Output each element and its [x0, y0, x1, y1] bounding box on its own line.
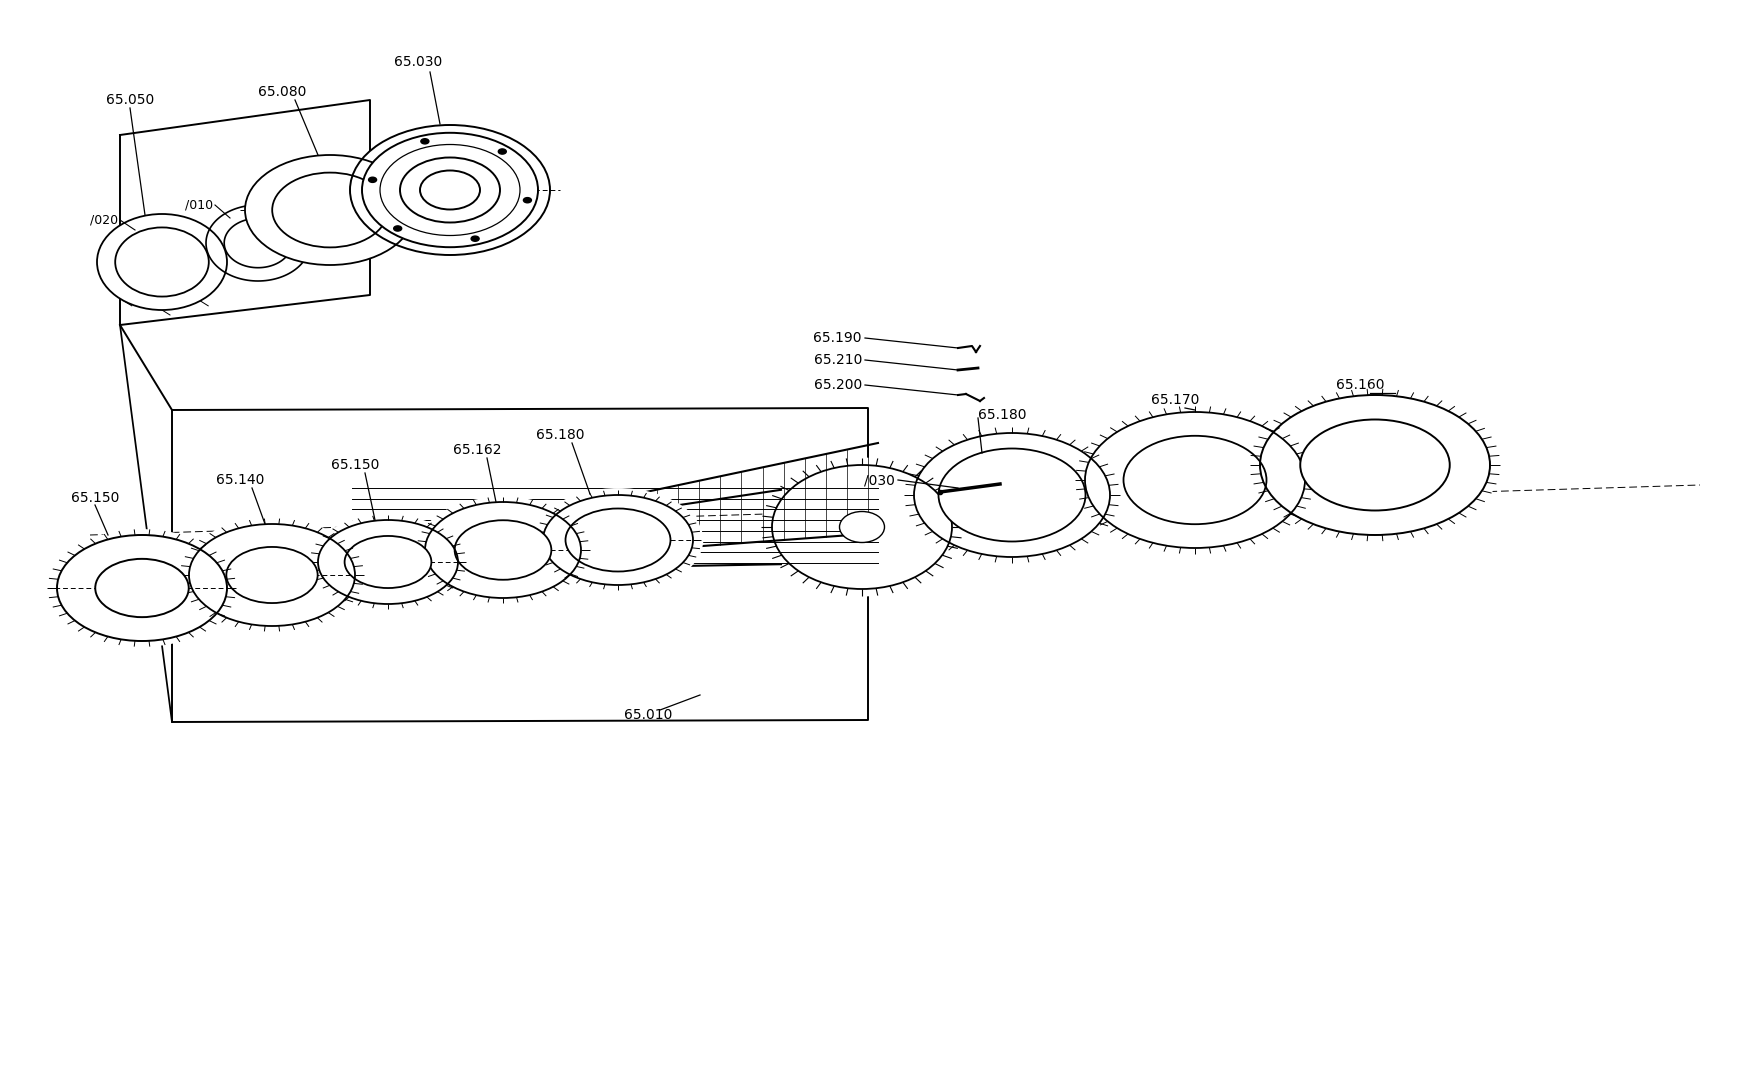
Ellipse shape	[245, 155, 416, 265]
Ellipse shape	[419, 170, 480, 210]
Text: 65.080: 65.080	[257, 85, 306, 100]
Ellipse shape	[47, 530, 237, 647]
Text: 65.150: 65.150	[330, 458, 379, 472]
Ellipse shape	[454, 520, 551, 580]
Ellipse shape	[379, 144, 520, 235]
Ellipse shape	[1075, 406, 1315, 554]
Ellipse shape	[838, 511, 883, 542]
Ellipse shape	[400, 157, 499, 223]
Text: 65.030: 65.030	[393, 55, 442, 68]
Ellipse shape	[271, 172, 388, 247]
Text: 65.160: 65.160	[1336, 378, 1384, 392]
Ellipse shape	[416, 496, 590, 603]
Ellipse shape	[369, 178, 376, 182]
Ellipse shape	[937, 448, 1085, 541]
Ellipse shape	[532, 488, 703, 592]
Ellipse shape	[760, 458, 962, 596]
Text: 65.050: 65.050	[106, 93, 155, 107]
Ellipse shape	[903, 425, 1122, 565]
Ellipse shape	[1123, 435, 1266, 524]
Ellipse shape	[344, 536, 431, 589]
Ellipse shape	[97, 214, 226, 310]
Ellipse shape	[362, 133, 537, 247]
Text: 65.200: 65.200	[814, 378, 861, 392]
Ellipse shape	[497, 149, 506, 154]
Text: 65.150: 65.150	[71, 491, 118, 505]
Ellipse shape	[471, 236, 478, 241]
Text: /030: /030	[864, 473, 894, 487]
Text: 65.180: 65.180	[977, 408, 1026, 422]
Ellipse shape	[115, 228, 209, 296]
Ellipse shape	[350, 125, 550, 255]
Ellipse shape	[565, 508, 670, 571]
Ellipse shape	[226, 547, 318, 603]
Text: 65.010: 65.010	[624, 708, 671, 722]
Ellipse shape	[96, 559, 188, 617]
Ellipse shape	[1249, 388, 1499, 541]
Text: /020: /020	[90, 214, 118, 227]
Ellipse shape	[179, 518, 363, 631]
Text: 65.162: 65.162	[452, 443, 501, 457]
Text: 65.140: 65.140	[216, 473, 264, 487]
Ellipse shape	[1299, 419, 1449, 510]
Ellipse shape	[523, 198, 530, 203]
Ellipse shape	[421, 139, 428, 144]
Text: 65.190: 65.190	[814, 331, 861, 345]
Ellipse shape	[310, 515, 466, 609]
Text: 65.180: 65.180	[536, 428, 584, 442]
Text: 65.170: 65.170	[1149, 393, 1198, 407]
Text: 65.210: 65.210	[814, 353, 861, 367]
Text: /010: /010	[184, 199, 212, 212]
Ellipse shape	[393, 226, 402, 231]
